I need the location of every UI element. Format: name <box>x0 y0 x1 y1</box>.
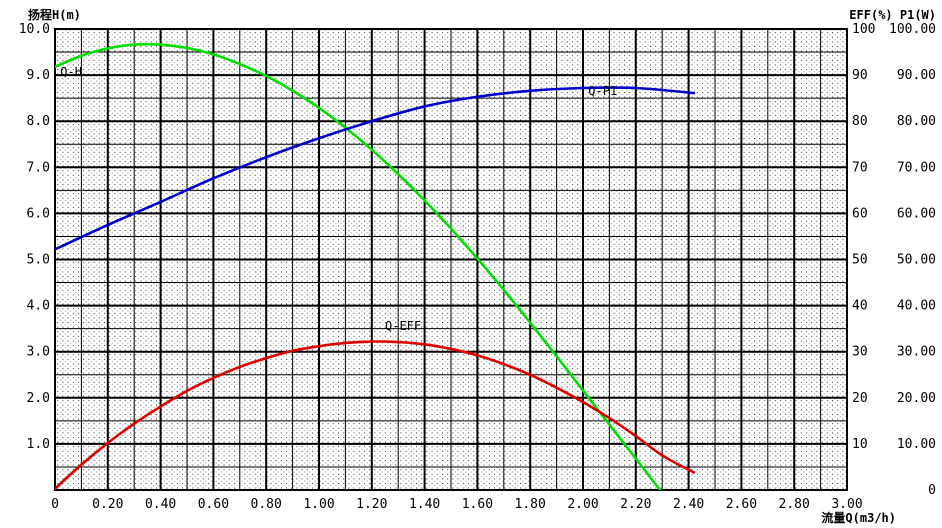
y2-tick-label: 30 <box>852 345 868 360</box>
series-line-q-p1 <box>55 86 696 251</box>
y3-tick-label: 60.00 <box>897 206 936 221</box>
y-tick-label: 8.0 <box>27 114 50 129</box>
y3-tick-label: 80.00 <box>897 114 936 129</box>
x-tick-label: 1.00 <box>303 497 334 512</box>
y2-tick-label: 40 <box>852 299 868 314</box>
x-tick-label: 2.60 <box>726 497 757 512</box>
y-tick-label: 5.0 <box>27 253 50 268</box>
y2-tick-label: 60 <box>852 206 868 221</box>
y-tick-label: 4.0 <box>27 299 50 314</box>
x-tick-label: 0.60 <box>198 497 229 512</box>
y2-tick-label: 70 <box>852 160 868 175</box>
y2-tick-label: 80 <box>852 114 868 129</box>
x-axis-title: 流量Q(m3/h) <box>821 510 896 525</box>
series-line-q-eff <box>55 340 696 490</box>
y3-tick-label: 20.00 <box>897 391 936 406</box>
x-tick-label: 1.40 <box>409 497 440 512</box>
curve-label-q-p1: Q-P1 <box>588 84 617 98</box>
y2-tick-label: 20 <box>852 391 868 406</box>
y3-tick-label: 0 <box>928 483 936 498</box>
y2-tick-label: 10 <box>852 437 868 452</box>
y3-tick-label: 40.00 <box>897 299 936 314</box>
plot-frame <box>54 28 848 491</box>
y3-tick-label: 50.00 <box>897 253 936 268</box>
x-tick-label: 2.80 <box>779 497 810 512</box>
y-axis-title: 扬程H(m) <box>28 7 81 22</box>
y2-tick-label: 100 <box>852 22 875 37</box>
y3-tick-label: 10.00 <box>897 437 936 452</box>
y-tick-label: 3.0 <box>27 345 50 360</box>
y3-tick-label: 100.00 <box>889 22 936 37</box>
grid <box>54 28 848 491</box>
x-tick-label: 2.00 <box>567 497 598 512</box>
series-line-q-h <box>55 42 662 490</box>
x-tick-label: 1.20 <box>356 497 387 512</box>
y-tick-label: 9.0 <box>27 68 50 83</box>
y3-tick-label: 30.00 <box>897 345 936 360</box>
x-tick-label: 0.40 <box>145 497 176 512</box>
series <box>55 42 696 490</box>
curve-label-q-h: Q-H <box>60 65 82 79</box>
x-tick-label: 2.20 <box>620 497 651 512</box>
curve-label-q-eff: Q-EFF <box>385 319 421 333</box>
y-tick-label: 1.0 <box>27 437 50 452</box>
y3-tick-label: 70.00 <box>897 160 936 175</box>
x-tick-label: 0 <box>51 497 59 512</box>
y-tick-label: 10.0 <box>19 22 50 37</box>
y-tick-label: 6.0 <box>27 206 50 221</box>
axes <box>54 28 848 491</box>
x-tick-label: 1.60 <box>462 497 493 512</box>
y3-tick-label: 90.00 <box>897 68 936 83</box>
x-tick-label: 0.80 <box>251 497 282 512</box>
y-tick-label: 2.0 <box>27 391 50 406</box>
y-tick-label: 7.0 <box>27 160 50 175</box>
y2-tick-label: 50 <box>852 253 868 268</box>
y2-y3-axis-title: EFF(%) P1(W) <box>849 8 936 22</box>
x-tick-label: 3.00 <box>831 497 862 512</box>
labels: 扬程H(m) EFF(%) P1(W) 流量Q(m3/h) 0 0.20 0.40 0.60… <box>19 7 936 525</box>
x-tick-label: 0.20 <box>92 497 123 512</box>
y2-tick-label: 90 <box>852 68 868 83</box>
x-tick-label: 2.40 <box>673 497 704 512</box>
x-tick-label: 1.80 <box>515 497 546 512</box>
